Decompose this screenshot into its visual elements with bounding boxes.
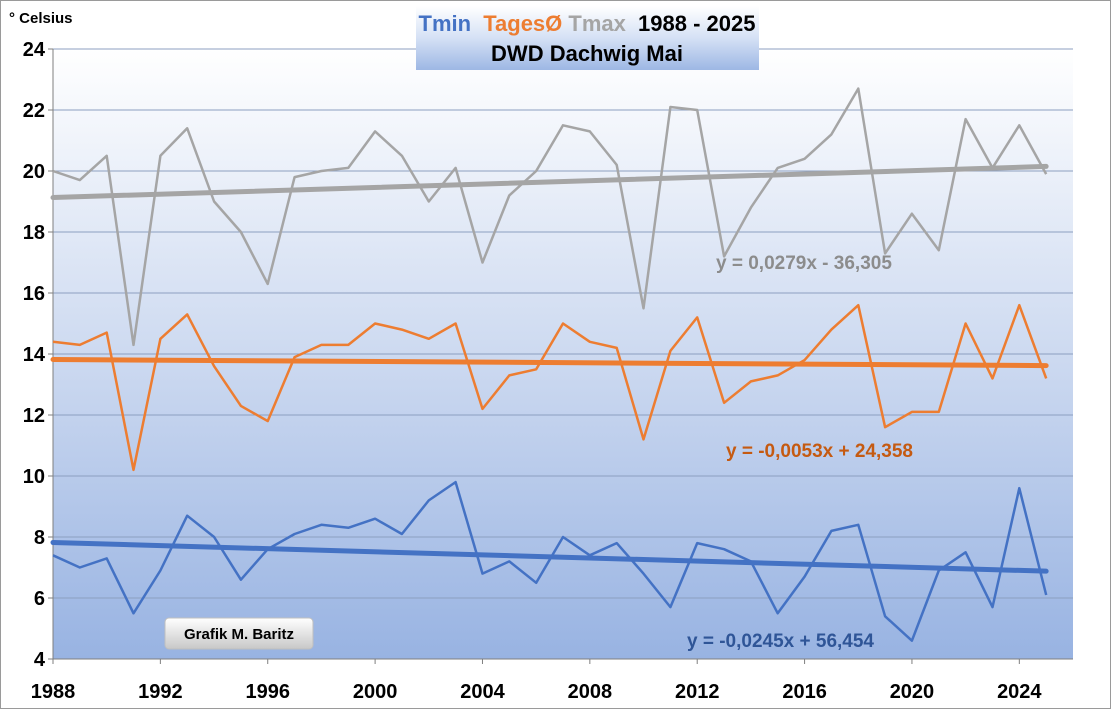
y-tick-labels: 4 6 8 10 12 14 16 18 20 22 24 xyxy=(23,39,53,671)
trend-line-mean xyxy=(50,356,1049,369)
y-tick-label: 12 xyxy=(23,405,45,427)
trend-label-mean: y = -0,0053x + 24,358 xyxy=(726,441,913,462)
title-box xyxy=(416,6,759,70)
credit-text: Grafik M. Baritz xyxy=(184,626,294,643)
title-tmin: Tmin xyxy=(419,11,472,36)
chart-title: Tmin TagesØ Tmax 1988 - 2025 DWD Dachwig… xyxy=(416,6,759,70)
x-tick-label: 1992 xyxy=(138,681,183,703)
y-tick-label: 4 xyxy=(34,649,46,671)
series-line-tmax xyxy=(52,87,1048,347)
y-tick-label: 6 xyxy=(34,588,45,610)
x-tick-label: 2000 xyxy=(353,681,398,703)
x-tick-label: 2016 xyxy=(782,681,827,703)
y-tick-label: 22 xyxy=(23,100,45,122)
x-tick-label: 2012 xyxy=(675,681,720,703)
title-line2: DWD Dachwig Mai xyxy=(491,41,683,66)
y-tick-label: 8 xyxy=(34,527,45,549)
series-line-mean xyxy=(52,303,1048,472)
title-tmax: Tmax xyxy=(568,11,626,36)
series-line-tmin xyxy=(52,480,1048,642)
title-mean: TagesØ xyxy=(483,11,562,36)
x-tick-label: 2008 xyxy=(568,681,613,703)
title-years: 1988 - 2025 xyxy=(638,11,755,36)
trend-line-tmax xyxy=(50,163,1049,201)
y-tick-label: 24 xyxy=(23,39,46,61)
svg-text:Tmin TagesØ Tmax: Tmin TagesØ Tmax 1988 - 2025 xyxy=(419,11,756,36)
y-tick-label: 10 xyxy=(23,466,45,488)
y-axis-label: ° Celsius xyxy=(9,10,73,27)
x-tick-label: 2020 xyxy=(890,681,935,703)
y-tick-label: 20 xyxy=(23,161,45,183)
x-tick-label: 1988 xyxy=(31,681,76,703)
trend-lines xyxy=(50,163,1049,574)
trend-label-tmin: y = -0,0245x + 56,454 xyxy=(687,631,874,652)
trend-label-tmax: y = 0,0279x - 36,305 xyxy=(716,253,892,274)
x-tick-label: 1996 xyxy=(245,681,290,703)
y-tick-label: 18 xyxy=(23,222,45,244)
series-lines xyxy=(52,87,1048,642)
credit-box: Grafik M. Baritz xyxy=(164,617,314,650)
trend-line-tmin xyxy=(50,539,1049,574)
x-tick-label: 2004 xyxy=(460,681,505,703)
x-tick-labels: 1988 1992 1996 2000 2004 2008 2012 2016 2020 2024 xyxy=(31,659,1042,703)
y-tick-label: 14 xyxy=(23,344,46,366)
y-tick-label: 16 xyxy=(23,283,45,305)
x-tick-label: 2024 xyxy=(997,681,1042,703)
